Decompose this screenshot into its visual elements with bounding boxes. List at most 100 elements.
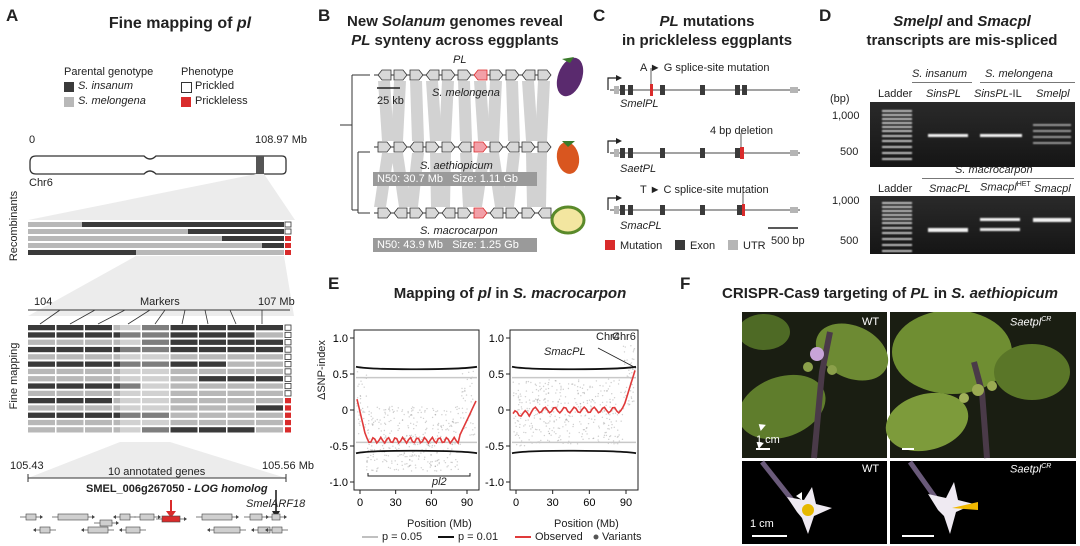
fine-map-phenotype — [284, 324, 292, 331]
utr — [790, 207, 798, 213]
melongena-line — [980, 82, 1075, 83]
f-title-mid: in — [929, 285, 952, 302]
ladder-band — [882, 158, 912, 160]
ladder-top: Ladder — [878, 88, 913, 100]
fine-map-cell — [227, 419, 255, 426]
d-title-c: Smacpl — [977, 13, 1031, 30]
fine-map-cell — [113, 346, 141, 353]
fine-map-cell — [227, 383, 255, 389]
fine-map-cell — [227, 361, 255, 367]
gene-model — [271, 513, 281, 521]
fine-map-cell — [113, 412, 141, 418]
pl2-interval — [367, 473, 471, 477]
fine-map-cell — [56, 332, 84, 338]
legend-exon: Exon — [690, 240, 716, 252]
fine-map-phenotype — [284, 390, 292, 397]
candidate-id: SMEL_006g267050 - — [86, 483, 195, 495]
mutation-site — [650, 84, 653, 96]
fine-map-cell — [28, 427, 55, 433]
utr — [614, 206, 619, 214]
fine-map-phenotype — [284, 353, 292, 360]
ladder-band — [882, 232, 912, 234]
fine-map-phenotype — [284, 361, 292, 368]
panel-a-graphics — [20, 155, 295, 534]
b-title-post: genomes reveal — [445, 13, 563, 30]
c-title-it: PL — [659, 13, 679, 30]
fine-map-cell — [113, 419, 141, 426]
gene-model — [213, 526, 241, 534]
exon — [628, 85, 633, 95]
scale-25kb: 25 kb — [377, 95, 404, 107]
legend-p005: p = 0.05 — [382, 531, 423, 543]
ladder-band — [882, 135, 912, 137]
fine-map-cell — [199, 376, 226, 382]
fine-map-cell — [142, 412, 169, 418]
gene-model — [139, 513, 155, 521]
mutant-label-top-sup: CR — [1041, 316, 1052, 323]
pheno-prickled: Prickled — [195, 80, 235, 92]
fine-map-cell — [142, 419, 169, 426]
fine-map-phenotype — [285, 412, 291, 418]
candidate-arrow — [166, 511, 176, 518]
band-smelpl — [1033, 130, 1071, 132]
fine-mapping-axis-label: Fine mapping — [8, 342, 20, 410]
fine-map-phenotype — [284, 346, 292, 353]
chromosome-6 — [29, 155, 287, 181]
mutant-label-bottom-base: Saetpl — [1010, 463, 1042, 476]
fine-map-cell — [85, 383, 112, 389]
mutation-2: 4 bp deletion — [710, 125, 773, 137]
c-title-post: mutations — [678, 13, 755, 30]
ladder-band — [882, 227, 912, 229]
synteny-gene-arrow — [409, 141, 424, 153]
utr — [614, 149, 619, 157]
panel-b-label: B — [318, 6, 331, 25]
fine-map-cell — [199, 419, 226, 426]
fine-map-cell — [28, 405, 55, 411]
synteny-gene-arrow — [457, 207, 472, 219]
snp-plot-frame — [353, 329, 480, 491]
threshold-p001 — [511, 365, 637, 371]
panel-e-title: Mapping of pl in S. macrocarpon — [360, 284, 660, 303]
bp-unit: (bp) — [830, 93, 850, 105]
fine-map-cell — [199, 398, 226, 404]
fine-mapping-grid — [28, 324, 292, 435]
panel-a-title-text: Fine mapping of — [108, 15, 237, 32]
insanum-line — [912, 82, 972, 83]
ladder-band — [882, 126, 912, 128]
fine-map-cell — [56, 361, 84, 367]
synteny-gene-arrow — [505, 207, 520, 219]
panel-d-label: D — [819, 6, 832, 25]
exon — [628, 205, 633, 215]
fine-map-cell — [199, 390, 226, 396]
y-tick-label: -0.5 — [330, 441, 348, 453]
synteny-gene-arrow — [393, 207, 408, 219]
genes-label: 10 annotated genes — [108, 466, 206, 478]
fine-map-cell — [28, 368, 55, 375]
fine-map-cell — [256, 339, 283, 345]
fine-map-cell — [28, 419, 55, 426]
legend-mutation: Mutation — [620, 240, 663, 252]
fine-map-cell — [113, 339, 141, 345]
region-start: 105.43 — [10, 460, 44, 472]
mutant-label-bottom: SaetplCR — [1010, 463, 1051, 476]
fine-map-cell — [113, 332, 141, 338]
fine-map-cell — [256, 346, 283, 353]
y-tick-label: 1.0 — [333, 333, 348, 345]
fine-map-cell — [199, 361, 226, 367]
fine-map-phenotype — [284, 382, 292, 390]
exon — [735, 148, 740, 158]
chr4-label: Chr4 — [596, 331, 620, 343]
fine-map-cell — [227, 376, 255, 382]
observed-snp-index — [356, 399, 477, 445]
synteny-gene-arrow — [537, 141, 552, 153]
fine-map-cell — [256, 390, 283, 396]
mutation-3: T ► C splice-site mutation — [640, 184, 769, 196]
ladder-band — [882, 222, 912, 224]
band-smelpl — [1033, 124, 1071, 126]
fine-map-cell — [142, 427, 169, 433]
exon — [660, 85, 665, 95]
synteny-gene-arrow — [505, 141, 520, 153]
fine-map-cell — [142, 361, 169, 367]
x-tick-label: 0 — [513, 497, 519, 509]
x-tick-label: 90 — [461, 497, 473, 509]
